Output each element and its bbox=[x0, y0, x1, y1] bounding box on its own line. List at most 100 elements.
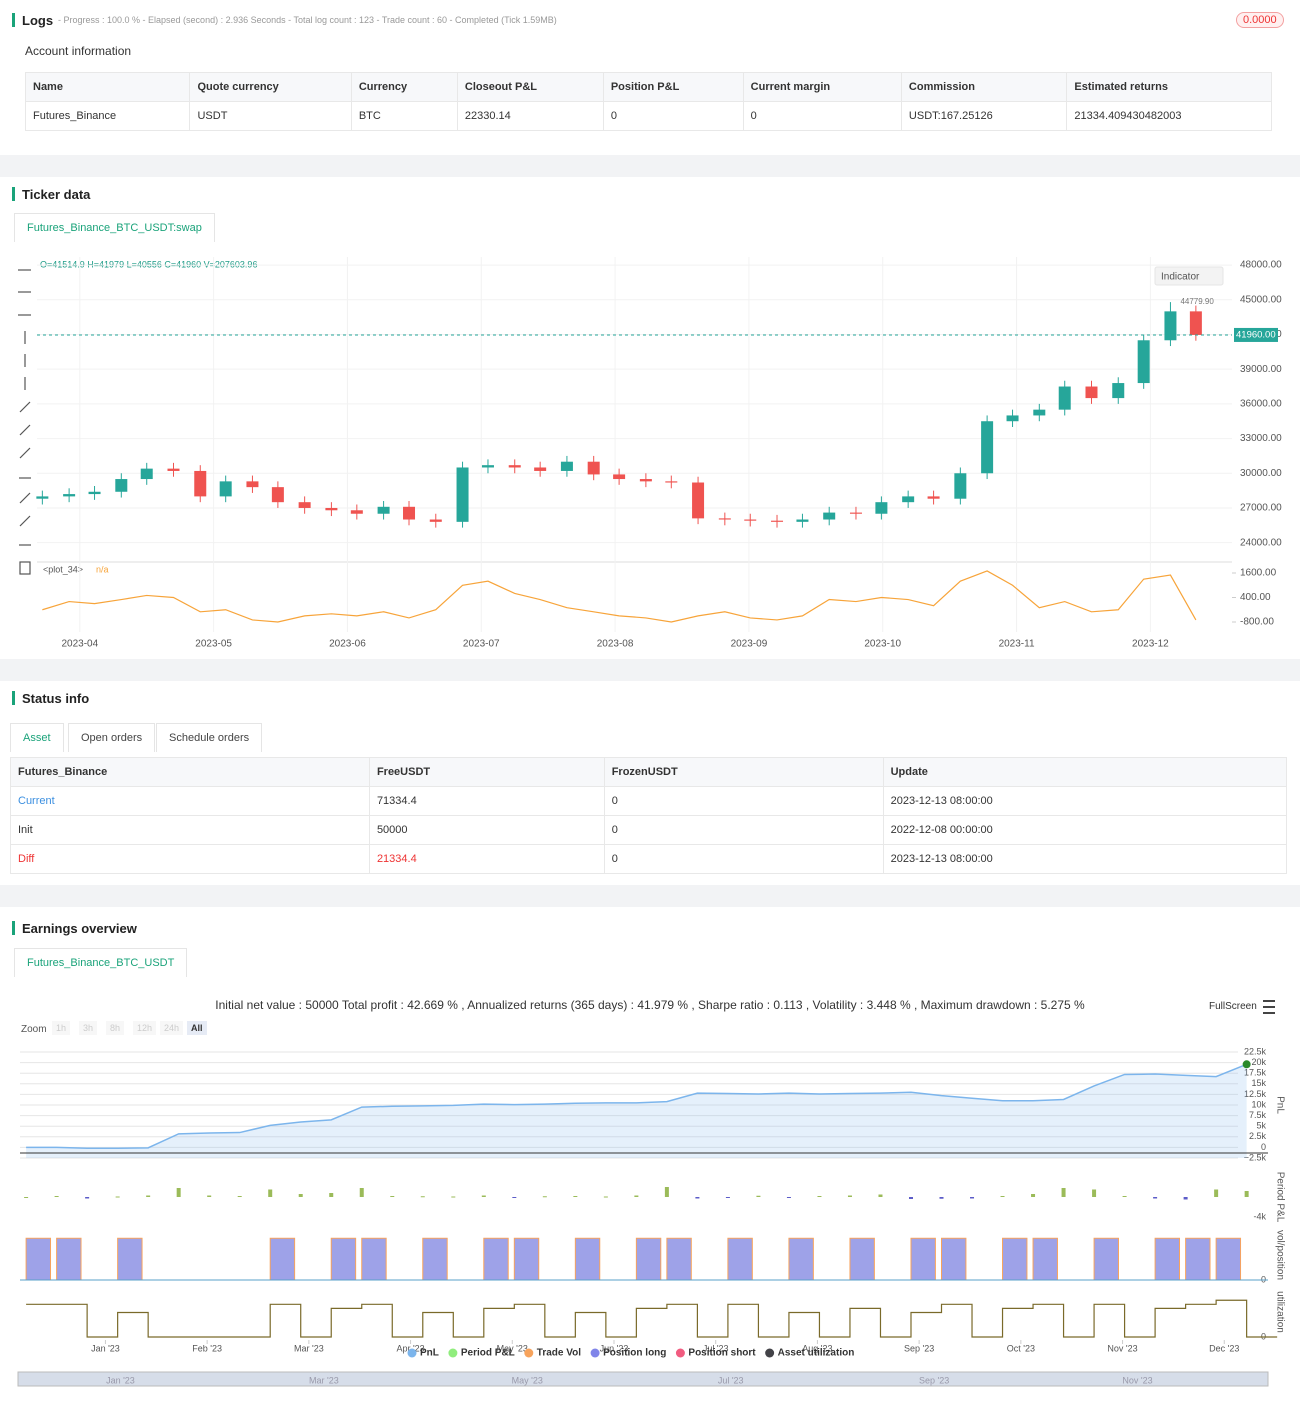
zoom-button[interactable]: 3h bbox=[79, 1021, 98, 1035]
utilization-line bbox=[26, 1299, 1278, 1338]
tool bbox=[19, 561, 31, 575]
tool bbox=[19, 447, 31, 459]
candle-body bbox=[325, 507, 338, 511]
tab[interactable]: Asset bbox=[10, 723, 64, 752]
candle-body bbox=[1137, 340, 1150, 384]
menu-icon[interactable] bbox=[1263, 1000, 1275, 1014]
y-tick-label: 15k bbox=[1251, 1078, 1266, 1088]
period-bar bbox=[1244, 1191, 1249, 1197]
candle-body bbox=[1006, 415, 1019, 422]
period-bar bbox=[786, 1197, 791, 1198]
candle-body bbox=[508, 465, 521, 468]
axis-title: vol/position bbox=[1274, 1230, 1285, 1280]
legend-label: Position long bbox=[603, 1348, 666, 1359]
period-bar bbox=[298, 1194, 303, 1197]
y-tick-label: 2.5k bbox=[1249, 1131, 1267, 1141]
tab[interactable]: Futures_Binance_BTC_USDT bbox=[14, 948, 188, 977]
y-tick-label: 42000.00 bbox=[1240, 329, 1282, 340]
position-block bbox=[849, 1237, 875, 1281]
period-bar bbox=[481, 1195, 486, 1197]
x-tick-label: 2023-12 bbox=[1132, 639, 1169, 650]
period-bar bbox=[847, 1195, 852, 1197]
position-block bbox=[1215, 1237, 1242, 1281]
candle-body bbox=[613, 474, 626, 480]
period-bar bbox=[725, 1197, 730, 1198]
y-tick-label: 33000.00 bbox=[1240, 433, 1282, 444]
x-tick-label: 2023-11 bbox=[999, 639, 1035, 650]
position-block bbox=[422, 1237, 448, 1281]
tab[interactable]: Futures_Binance_BTC_USDT:swap bbox=[14, 213, 215, 242]
x-tick-label: Oct '23 bbox=[1007, 1343, 1035, 1353]
zoom-button[interactable]: All bbox=[187, 1021, 207, 1035]
period-bar bbox=[878, 1194, 883, 1197]
y-tick-label: 12.5k bbox=[1244, 1089, 1267, 1099]
tab[interactable]: Open orders bbox=[68, 723, 156, 752]
candle-body bbox=[744, 519, 757, 521]
y-tick-label: 27000.00 bbox=[1240, 503, 1282, 514]
period-bar bbox=[573, 1196, 578, 1197]
section-title: Account information bbox=[25, 44, 132, 58]
logs-title: Logs bbox=[22, 13, 54, 28]
indicator-label[interactable]: Indicator bbox=[1161, 272, 1200, 283]
period-bar bbox=[1183, 1197, 1188, 1200]
row: Diff 21334.4 0 2023-12-13 08:00:00 bbox=[10, 844, 1288, 874]
position-block bbox=[666, 1237, 692, 1281]
navigator-label: Nov '23 bbox=[1122, 1375, 1152, 1385]
x-tick-label: Mar '23 bbox=[294, 1343, 324, 1353]
period-bar bbox=[1092, 1189, 1097, 1197]
column-header: Quote currency bbox=[189, 72, 352, 102]
legend-marker bbox=[448, 1348, 458, 1358]
column-header: Position P&L bbox=[602, 72, 744, 102]
cell: 50000 bbox=[368, 815, 605, 845]
accent bbox=[12, 13, 15, 27]
period-bar bbox=[603, 1196, 608, 1198]
candle-body bbox=[36, 496, 49, 499]
period-bar bbox=[970, 1197, 975, 1199]
column-header: Currency bbox=[350, 72, 458, 102]
cell: BTC bbox=[350, 101, 458, 131]
period-bar bbox=[329, 1193, 334, 1197]
x-tick-label: 2023-04 bbox=[61, 639, 98, 650]
navigator-label: Sep '23 bbox=[919, 1375, 949, 1385]
candle-body bbox=[823, 512, 836, 520]
period-bar bbox=[237, 1196, 242, 1197]
x-tick-label: Aug '23 bbox=[802, 1343, 832, 1353]
axis-title: Period P&L bbox=[1274, 1172, 1285, 1223]
indicator-button[interactable] bbox=[1154, 266, 1224, 286]
legend-marker bbox=[524, 1348, 534, 1358]
cell: USDT bbox=[189, 101, 352, 131]
candle-body bbox=[849, 512, 862, 514]
logs-meta: - Progress : 100.0 % - Elapsed (second) … bbox=[58, 15, 557, 25]
position-block bbox=[788, 1237, 814, 1281]
period-bar bbox=[664, 1187, 669, 1197]
column-header: Estimated returns bbox=[1066, 72, 1272, 102]
y-tick-label: 24000.00 bbox=[1240, 537, 1282, 548]
zoom-button[interactable]: 24h bbox=[160, 1021, 184, 1035]
tab[interactable]: Schedule orders bbox=[156, 723, 263, 752]
position-block bbox=[56, 1237, 82, 1281]
cell: 21334.4 bbox=[368, 844, 605, 874]
x-tick-label: May '23 bbox=[497, 1343, 528, 1353]
period-bar bbox=[115, 1196, 120, 1198]
zoom-button[interactable]: 8h bbox=[106, 1021, 125, 1035]
zoom-button[interactable]: 12h bbox=[133, 1021, 157, 1035]
cell: 2023-12-13 08:00:00 bbox=[882, 786, 1288, 816]
position-block bbox=[117, 1237, 143, 1281]
separator bbox=[0, 155, 1300, 177]
fullscreen[interactable]: FullScreen bbox=[1209, 1001, 1257, 1012]
tool bbox=[19, 492, 31, 504]
column-header: Update bbox=[882, 757, 1288, 787]
navigator[interactable] bbox=[17, 1371, 1269, 1387]
candle-body bbox=[1058, 386, 1071, 410]
y-tick-label: 20k bbox=[1251, 1057, 1266, 1067]
tool bbox=[19, 401, 31, 413]
period-bar bbox=[451, 1196, 456, 1198]
period-bar bbox=[542, 1196, 547, 1198]
navigator-label: Jan '23 bbox=[106, 1375, 135, 1385]
zoom-button[interactable]: 1h bbox=[52, 1021, 71, 1035]
period-bar bbox=[176, 1188, 181, 1197]
y-tick-label: 17.5k bbox=[1244, 1068, 1267, 1078]
period-bar bbox=[939, 1197, 944, 1199]
y-tick-label: 5k bbox=[1256, 1121, 1266, 1131]
candle-body bbox=[63, 494, 76, 497]
